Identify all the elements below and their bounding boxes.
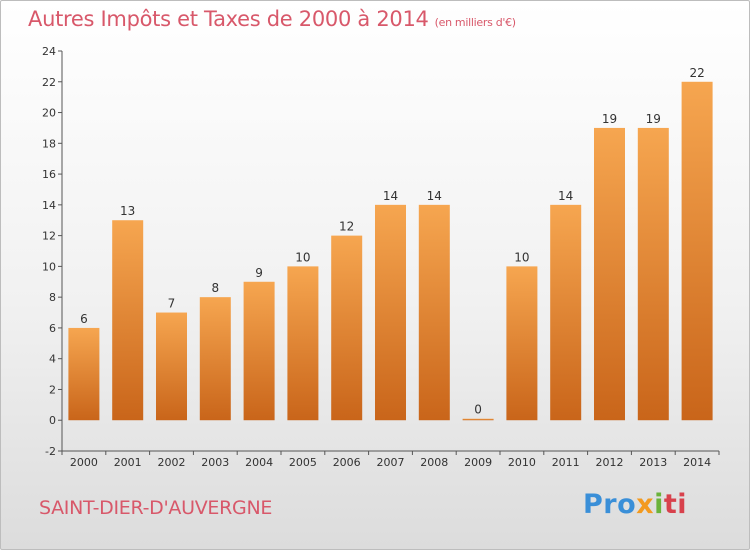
bar-2014 (681, 81, 713, 421)
bar-2004 (243, 281, 275, 421)
bar-2000 (68, 327, 100, 421)
bar-2008 (418, 204, 450, 421)
y-tick-label: -2 (45, 445, 56, 458)
bar-2005 (287, 266, 319, 421)
x-tick-label: 2002 (158, 456, 186, 469)
x-tick-label: 2003 (201, 456, 229, 469)
value-label-2004: 9 (255, 266, 263, 280)
bars (68, 81, 713, 421)
logo-part: ti (663, 489, 688, 520)
value-label-2009: 0 (474, 403, 482, 417)
x-tick-label: 2006 (333, 456, 361, 469)
y-tick-label: 0 (49, 414, 56, 427)
x-tick-label: 2007 (377, 456, 405, 469)
y-tick-label: 6 (49, 322, 56, 335)
value-label-2014: 22 (689, 66, 704, 80)
x-tick-label: 2009 (464, 456, 492, 469)
bar-2002 (156, 312, 187, 421)
logo-part: Pro (583, 489, 637, 520)
value-label-2010: 10 (514, 250, 529, 264)
x-tick-label: 2012 (596, 456, 624, 469)
commune-name: SAINT-DIER-D'AUVERGNE (39, 497, 273, 519)
proxiti-logo: Proxiti (583, 489, 687, 520)
value-label-2008: 14 (427, 189, 442, 203)
y-tick-label: 18 (42, 137, 56, 150)
value-label-2007: 14 (383, 189, 398, 203)
x-tick-label: 2010 (508, 456, 536, 469)
bar-2010 (506, 266, 538, 421)
value-label-2011: 14 (558, 189, 573, 203)
x-tick-label: 2011 (552, 456, 580, 469)
value-label-2003: 8 (211, 281, 219, 295)
chart-title: Autres Impôts et Taxes de 2000 à 2014 (en… (28, 7, 516, 31)
x-tick-label: 2000 (70, 456, 98, 469)
value-label-2006: 12 (339, 220, 354, 234)
value-label-2012: 19 (602, 112, 617, 126)
x-tick-label: 2005 (289, 456, 317, 469)
x-tick-label: 2013 (639, 456, 667, 469)
unit-note: (en milliers d'€) (434, 16, 516, 29)
value-label-2002: 7 (168, 297, 176, 311)
bar-2007 (375, 204, 406, 421)
y-tick-label: 4 (49, 353, 56, 366)
y-tick-label: 2 (49, 383, 56, 396)
bar-2009 (462, 418, 494, 421)
y-tick-label: 22 (42, 76, 56, 89)
value-labels: 6 13 7 8 9 10 12 14 14 0 10 14 19 19 22 (80, 66, 705, 417)
value-label-2001: 13 (120, 204, 135, 218)
logo-part: i (654, 489, 664, 520)
x-tick-label: 2014 (683, 456, 711, 469)
y-tick-label: 14 (42, 199, 56, 212)
value-label-2005: 10 (295, 250, 310, 264)
y-tick-label: 12 (42, 230, 56, 243)
x-tick-label: 2004 (245, 456, 273, 469)
y-tick-label: 10 (42, 260, 56, 273)
y-tick-label: 16 (42, 168, 56, 181)
value-label-2000: 6 (80, 312, 88, 326)
x-tick-label: 2008 (420, 456, 448, 469)
bar-2001 (112, 220, 144, 421)
logo-part: x (636, 489, 655, 520)
bar-2003 (199, 297, 231, 421)
y-tick-label: 20 (42, 107, 56, 120)
y-tick-label: 8 (49, 291, 56, 304)
x-tick-label: 2001 (114, 456, 142, 469)
value-label-2013: 19 (646, 112, 661, 126)
bar-2013 (637, 127, 669, 421)
bar-2011 (550, 204, 582, 421)
chart-title-text: Autres Impôts et Taxes de 2000 à 2014 (28, 7, 429, 31)
bar-2012 (594, 127, 625, 421)
bar-2006 (331, 235, 363, 421)
y-tick-label: 24 (42, 45, 56, 58)
